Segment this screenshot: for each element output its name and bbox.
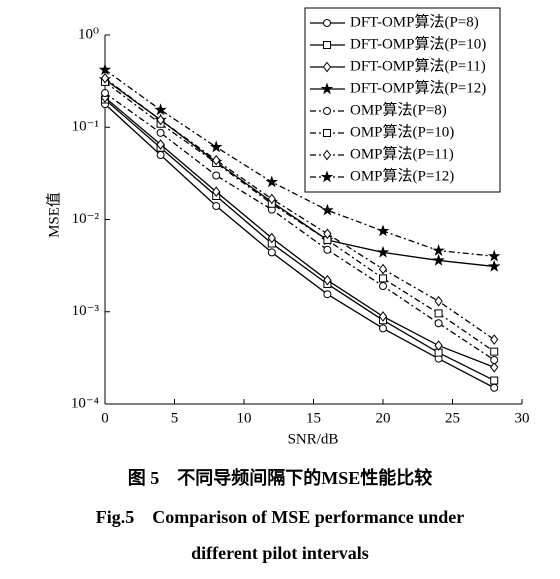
data-point (212, 171, 221, 180)
series-line (104, 92, 495, 361)
data-point (487, 249, 501, 262)
y-tick-label: 10⁻⁴ (71, 395, 99, 411)
data-point (490, 383, 499, 392)
x-tick-label: 5 (171, 410, 179, 426)
legend-marker (320, 170, 334, 183)
y-tick-label: 10⁻¹ (72, 119, 99, 135)
caption-en: different pilot intervals (191, 543, 369, 563)
x-tick-label: 10 (237, 410, 252, 426)
series-line (104, 77, 495, 341)
y-tick-label: 10⁻³ (72, 303, 100, 319)
series-line (104, 78, 495, 268)
legend-marker (320, 82, 334, 95)
data-point (212, 186, 221, 198)
data-point (490, 347, 499, 356)
caption-en: Fig.5 Comparison of MSE performance unde… (96, 507, 464, 527)
data-point (378, 311, 388, 322)
legend-label: OMP算法(P=10) (350, 122, 454, 140)
legend-label: OMP算法(P=8) (350, 100, 447, 118)
data-point (323, 228, 332, 240)
data-point (490, 376, 499, 385)
data-point (265, 175, 279, 188)
x-tick-label: 15 (306, 410, 321, 426)
data-point (323, 290, 332, 299)
data-point (490, 355, 499, 364)
data-point (98, 63, 112, 76)
legend-label: DFT-OMP算法(P=12) (350, 78, 486, 96)
series-line (104, 81, 495, 353)
data-point (378, 263, 388, 275)
legend-box (304, 7, 501, 193)
data-point (209, 140, 223, 153)
x-tick-label: 25 (445, 410, 460, 426)
legend-label: DFT-OMP算法(P=10) (350, 34, 486, 52)
data-point (267, 248, 276, 257)
data-point (434, 309, 443, 318)
series-line (104, 69, 495, 257)
data-point (379, 324, 387, 333)
legend-label: OMP算法(P=11) (350, 144, 454, 162)
data-point (490, 334, 499, 345)
x-tick-label: 0 (101, 410, 109, 426)
data-point (154, 103, 167, 116)
data-point (212, 154, 221, 166)
series-line (104, 103, 495, 389)
y-axis-label: MSE值 (45, 192, 62, 238)
data-point (432, 253, 445, 266)
data-point (156, 139, 165, 150)
data-point (156, 128, 165, 137)
data-point (321, 203, 334, 216)
data-point (487, 259, 501, 272)
data-point (156, 151, 165, 160)
data-point (434, 295, 443, 307)
legend-marker (323, 41, 331, 49)
series-line (104, 98, 495, 382)
data-point (376, 224, 390, 237)
legend-marker (322, 61, 332, 73)
data-point (267, 232, 276, 244)
legend-marker (322, 149, 332, 161)
legend-label: DFT-OMP算法(P=11) (350, 56, 486, 74)
legend-marker (323, 19, 331, 27)
data-point (212, 202, 221, 211)
data-point (434, 319, 443, 328)
data-point (379, 274, 387, 283)
legend-label: OMP算法(P=12) (350, 166, 454, 184)
data-point (101, 89, 109, 98)
x-axis-label: SNR/dB (288, 431, 339, 447)
x-tick-label: 20 (376, 410, 391, 426)
data-point (156, 114, 165, 126)
legend-marker (323, 129, 331, 137)
data-point (376, 245, 390, 258)
y-tick-label: 10⁰ (78, 26, 99, 42)
data-point (490, 361, 499, 373)
data-point (323, 274, 332, 286)
x-tick-label: 30 (515, 410, 530, 426)
legend-marker (323, 107, 331, 115)
data-point (267, 193, 276, 205)
caption-cn: 图 5 不同导频间隔下的MSE性能比较 (128, 467, 433, 488)
data-point (379, 282, 387, 291)
series-line (104, 97, 495, 368)
data-point (100, 72, 110, 84)
data-point (434, 340, 443, 351)
data-point (432, 244, 445, 256)
data-point (323, 245, 332, 254)
legend-label: DFT-OMP算法(P=8) (350, 12, 479, 30)
y-tick-label: 10⁻² (72, 211, 100, 227)
